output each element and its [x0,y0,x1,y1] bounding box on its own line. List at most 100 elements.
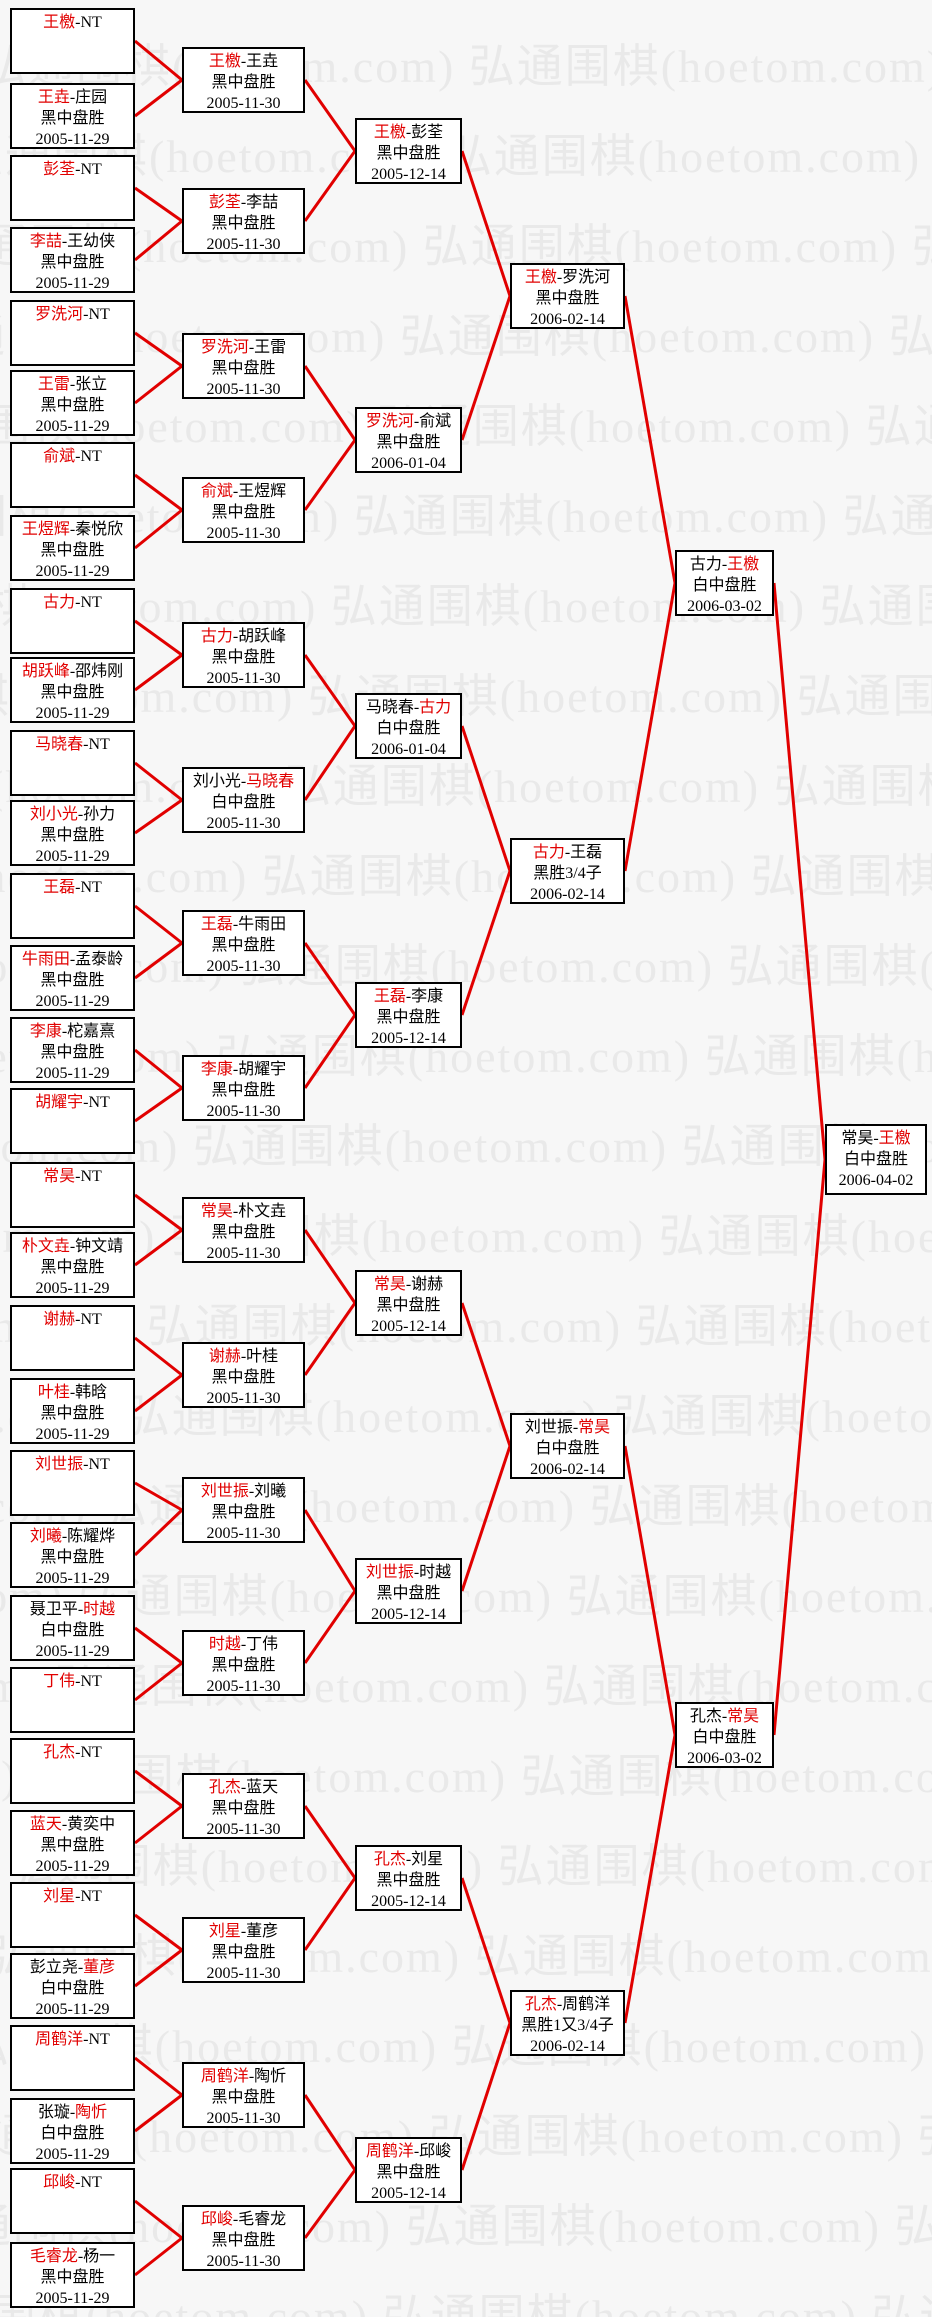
player-name: -秦悦欣 [69,521,124,538]
match-players: 丁伟-NT [12,1671,133,1692]
match-date: 2005-12-14 [371,2185,446,2202]
match-box: 常昊-王檄 白中盘胜 2006-04-02 [825,1124,927,1195]
match-players: 聂卫平-时越 [12,1599,133,1620]
match-box: 蓝天-黄奕中 黑中盘胜 2005-11-29 [10,1810,135,1876]
match-date: 2005-11-29 [35,418,110,435]
winner-name: 古力 [532,844,565,861]
match-players: 毛睿龙-杨一 [12,2246,133,2267]
player-name: -王雷 [248,339,287,356]
match-players: 马晓春-古力 [357,697,460,718]
match-result: 黑中盘胜 [40,2269,105,2286]
player-name: -俞斌 [413,413,452,430]
match-date: 2005-11-29 [35,1643,110,1660]
player-name: -邵炜刚 [69,663,124,680]
player-name: -NT [75,14,102,31]
match-box: 牛雨田-孟泰龄 黑中盘胜 2005-11-29 [10,945,135,1011]
match-players: 李康-柁嘉熹 [12,1021,133,1042]
match-result: 黑中盘胜 [40,254,105,271]
winner-name: 罗洗河 [365,413,414,430]
watermark-text: 弘通围棋(hoetom.com) 弘通围棋(hoetom.com) 弘通围棋(h… [0,311,932,362]
match-box: 古力-NT [10,588,135,654]
player-name: -胡耀宇 [232,1061,287,1078]
match-players: 王檄-彭荃 [357,122,460,143]
player-name: -NT [75,879,102,896]
winner-name: 古力 [419,699,452,716]
connector-line [303,1590,357,1664]
winner-name: 周鹤洋 [365,2143,414,2160]
watermark-text: 弘通围棋(hoetom.com) 弘通围棋(hoetom.com) 弘通围棋(h… [0,491,932,542]
watermark-text: 弘通围棋(hoetom.com) 弘通围棋(hoetom.com) 弘通围棋(h… [0,221,932,272]
match-box: 王雷-张立 黑中盘胜 2005-11-29 [10,370,135,436]
match-box: 彭立尧-董彦 白中盘胜 2005-11-29 [10,1953,135,2019]
match-result: 白中盘胜 [40,1622,105,1639]
match-box: 刘曦-陈耀烨 黑中盘胜 2005-11-29 [10,1522,135,1588]
match-result: 黑中盘胜 [40,1837,105,1854]
match-result: 白中盘胜 [40,2125,105,2142]
match-box: 常昊-谢赫 黑中盘胜 2005-12-14 [355,1270,462,1336]
match-date: 2005-11-29 [35,1570,110,1587]
match-box: 谢赫-叶桂 黑中盘胜 2005-11-30 [182,1342,305,1408]
match-box: 王檄-NT [10,8,135,74]
winner-name: 毛睿龙 [29,2248,78,2265]
winner-name: 王磊 [43,879,76,896]
match-date: 2005-11-29 [35,275,110,292]
match-players: 牛雨田-孟泰龄 [12,949,133,970]
match-date: 2006-04-02 [838,1172,914,1189]
match-players: 常昊-朴文垚 [184,1201,303,1222]
player-name: 马晓春- [365,699,420,716]
winner-name: 古力 [43,594,76,611]
player-name: -NT [83,2031,110,2048]
player-name: -张立 [69,376,108,393]
connector-line [303,942,357,1016]
match-players: 蓝天-黄奕中 [12,1814,133,1835]
match-box: 王垚-庄园 黑中盘胜 2005-11-29 [10,83,135,149]
player-name: -刘星 [405,1851,444,1868]
winner-name: 刘小光 [29,806,78,823]
player-name: -NT [83,306,110,323]
match-box: 谢赫-NT [10,1305,135,1371]
connector-line [460,725,512,872]
winner-name: 王垚 [37,89,70,106]
match-box: 叶桂-韩晗 黑中盘胜 2005-11-29 [10,1378,135,1444]
winner-name: 王煜辉 [21,521,70,538]
match-date: 2005-11-30 [206,958,281,975]
connector-line [134,78,183,118]
player-name: -NT [83,1456,110,1473]
match-box: 胡耀宇-NT [10,1088,135,1154]
winner-name: 朴文垚 [21,1238,70,1255]
connector-line [133,1508,184,1557]
winner-name: 王檄 [727,556,760,573]
player-name: 刘小光- [192,773,247,790]
connector-line [460,2022,512,2171]
player-name: -陈耀烨 [61,1528,116,1545]
winner-name: 孔杰 [524,1996,557,2013]
winner-name: 李康 [29,1023,62,1040]
player-name: -黄奕中 [61,1816,116,1833]
player-name: -谢赫 [405,1276,444,1293]
match-box: 常昊-朴文垚 黑中盘胜 2005-11-30 [182,1197,305,1263]
winner-name: 董彦 [83,1959,116,1976]
watermark-text: 弘通围棋(hoetom.com) 弘通围棋(hoetom.com) 弘通围棋(h… [0,41,932,92]
winner-name: 孔杰 [373,1851,406,1868]
match-date: 2005-11-30 [206,525,281,542]
match-date: 2005-12-14 [371,1318,446,1335]
match-box: 俞斌-王煜辉 黑中盘胜 2005-11-30 [182,477,305,543]
winner-name: 常昊 [727,1708,760,1725]
match-box: 胡跃峰-邵炜刚 黑中盘胜 2005-11-29 [10,657,135,723]
match-box: 邱峻-毛睿龙 黑中盘胜 2005-11-30 [182,2205,305,2271]
match-result: 黑中盘胜 [376,434,441,451]
connector-line [134,2236,183,2277]
player-name: -NT [83,736,110,753]
match-result: 白中盘胜 [376,720,441,737]
match-box: 刘世振-刘曦 黑中盘胜 2005-11-30 [182,1477,305,1543]
match-box: 王檄-王垚 黑中盘胜 2005-11-30 [182,47,305,113]
match-result: 黑中盘胜 [376,145,441,162]
match-date: 2005-11-29 [35,1065,110,1082]
match-result: 白中盘胜 [843,1151,908,1168]
player-name: -钟文靖 [69,1238,124,1255]
winner-name: 马晓春 [35,736,84,753]
player-name: -王幼侠 [61,233,116,250]
connector-line [303,1509,357,1592]
match-players: 谢赫-叶桂 [184,1346,303,1367]
